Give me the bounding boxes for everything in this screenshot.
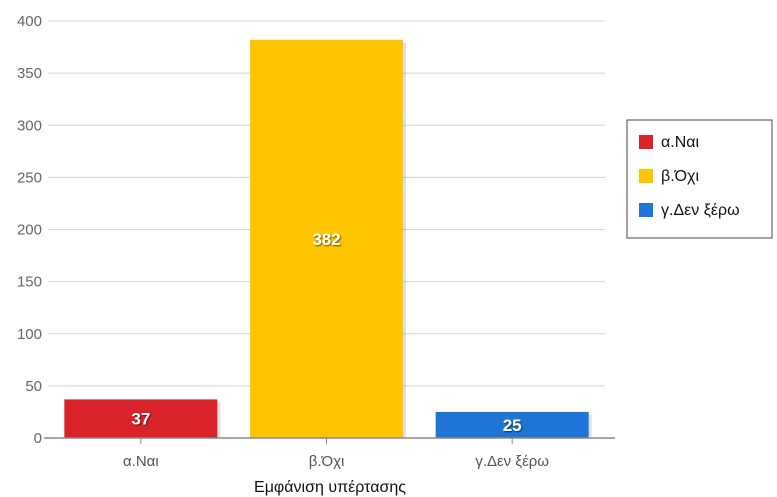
y-tick-label: 300 (17, 117, 42, 134)
legend-swatch (639, 169, 653, 183)
y-tick-label: 400 (17, 13, 42, 30)
x-tick-label: γ.Δεν ξέρω (475, 453, 549, 470)
legend-swatch (639, 203, 653, 217)
y-tick-label: 350 (17, 65, 42, 82)
bar-value-label: 25 (503, 416, 522, 435)
y-tick-label: 150 (17, 274, 42, 291)
legend: α.Ναι β.Όχι γ.Δεν ξέρω (626, 119, 773, 239)
bar (435, 411, 589, 438)
y-tick-label: 100 (17, 326, 42, 343)
x-axis-title-group: Εμφάνιση υπέρτασης (254, 479, 406, 496)
bar-value-label: 382 (312, 230, 340, 249)
legend-swatch (639, 135, 653, 149)
x-axis: α.Ναι β.Όχι γ.Δεν ξέρω (44, 437, 615, 470)
y-tick-label: 200 (17, 222, 42, 239)
bars: 37 382 25 (64, 39, 592, 438)
bar-value-label: 37 (131, 410, 150, 429)
x-axis-title: Εμφάνιση υπέρτασης (254, 479, 406, 496)
legend-label: β.Όχι (661, 168, 699, 185)
legend-label: α.Ναι (661, 134, 700, 151)
bar (250, 39, 403, 438)
x-tick-label: α.Ναι (123, 453, 159, 470)
y-tick-label: 250 (17, 169, 42, 186)
legend-label: γ.Δεν ξέρω (661, 202, 740, 219)
x-tick-label: β.Όχι (309, 453, 345, 470)
y-tick-label: 50 (25, 378, 42, 395)
bar (64, 399, 218, 438)
y-axis-ticks: 0 50 100 150 200 250 300 350 400 (17, 13, 42, 447)
y-tick-label: 0 (34, 430, 42, 447)
